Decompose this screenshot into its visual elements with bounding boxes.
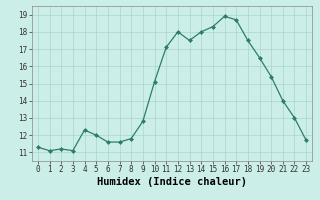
X-axis label: Humidex (Indice chaleur): Humidex (Indice chaleur) xyxy=(97,177,247,187)
